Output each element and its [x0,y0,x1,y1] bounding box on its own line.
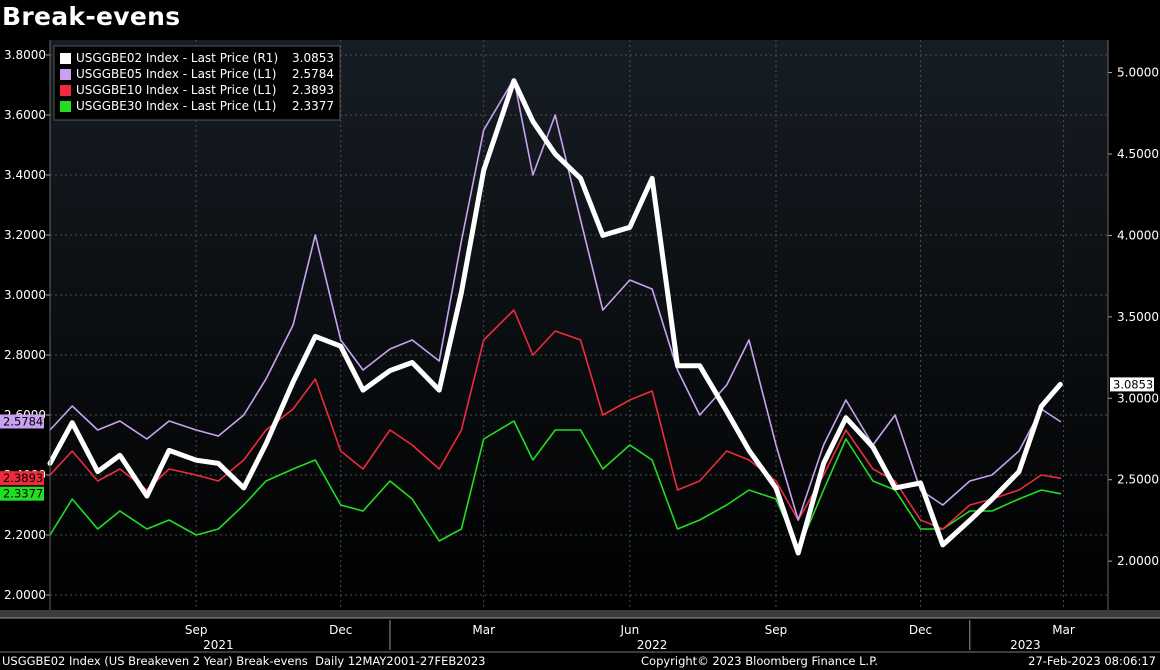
left-tick-label: 3.4000 [4,168,46,182]
legend-entry: USGGBE10 Index - Last Price (L1) [76,83,276,97]
legend-value: 3.0853 [292,51,334,65]
legend-swatch [60,85,71,96]
legend-entry: USGGBE30 Index - Last Price (L1) [76,99,276,113]
last-value-label: 2.3377 [3,487,43,501]
footer-description: USGGBE02 Index (US Breakeven 2 Year) Bre… [2,654,486,668]
x-tick-label: Dec [329,623,352,637]
last-value-badge [0,486,44,501]
series-line-usggbe10 [49,309,1062,530]
series-line-usggbe05 [49,78,1062,521]
last-value-label: 2.5784 [3,414,43,428]
last-value-markers: 3.0853 2.5784 2.3893 2.3377 [0,377,1154,501]
series-line-usggbe02 [47,78,1063,556]
x-tick-label: Sep [765,623,788,637]
x-year-label: 2021 [203,638,234,652]
left-tick-label: 3.8000 [4,48,46,62]
legend: USGGBE02 Index - Last Price (R1) 3.0853 US… [53,45,341,121]
x-tick-label: Dec [909,623,932,637]
legend-value: 2.3893 [292,83,334,97]
last-value-badge [1110,377,1154,392]
right-tick-label: 4.5000 [1117,147,1159,161]
footer-timestamp: 27-Feb-2023 08:06:17 [1028,654,1156,668]
last-value-label: 3.0853 [1113,377,1153,391]
legend-swatch [60,53,71,64]
right-tick-label: 2.5000 [1117,473,1159,487]
x-axis-scrollbar [0,610,1160,618]
x-tick-label: Mar [472,623,495,637]
last-value-badge [0,471,44,486]
legend-value: 2.3377 [292,99,334,113]
legend-swatch [60,69,71,80]
left-tick-label: 2.8000 [4,348,46,362]
x-tick-label: Jun [619,623,639,637]
right-axis: 2.0000 2.5000 3.0000 3.5000 4.0000 4.5000 5.00… [1107,40,1159,610]
legend-swatch [60,101,71,112]
legend-entry: USGGBE05 Index - Last Price (L1) [76,67,276,81]
legend-entry: USGGBE02 Index - Last Price (R1) [76,51,278,65]
x-axis: Sep Dec Mar Jun Sep Dec Mar 2021 2022 2023 [0,610,1160,653]
x-tick-label: Mar [1052,623,1075,637]
right-tick-label: 3.5000 [1117,310,1159,324]
right-tick-label: 5.0000 [1117,66,1159,80]
right-tick-label: 3.0000 [1117,391,1159,405]
left-tick-label: 3.0000 [4,288,46,302]
last-value-badge [0,414,44,429]
x-year-label: 2023 [1010,638,1041,652]
left-tick-label: 2.2000 [4,528,46,542]
x-tick-label: Sep [185,623,208,637]
footer-copyright: Copyright© 2023 Bloomberg Finance L.P. [641,654,878,668]
right-tick-label: 2.0000 [1117,554,1159,568]
left-tick-label: 3.2000 [4,228,46,242]
legend-box [53,45,341,121]
left-tick-label: 3.6000 [4,108,46,122]
x-year-label: 2022 [637,638,668,652]
left-axis: 2.00002.20002.40002.60002.80003.00003.20… [4,40,51,610]
last-value-label: 2.3893 [3,471,43,485]
right-tick-label: 4.0000 [1117,228,1159,242]
series-layer [47,78,1063,556]
page-title: Break-evens [2,2,181,31]
left-tick-label: 2.0000 [4,588,46,602]
legend-value: 2.5784 [292,67,334,81]
